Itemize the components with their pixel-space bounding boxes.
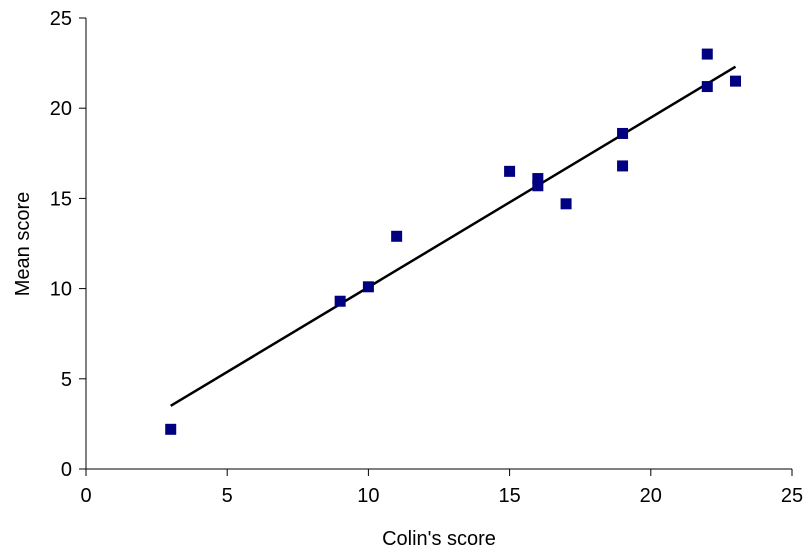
data-point	[560, 198, 572, 210]
data-point	[165, 423, 177, 435]
x-tick-label: 0	[80, 485, 91, 507]
data-point	[701, 81, 713, 93]
trendline	[170, 65, 737, 407]
y-axis-title: Mean score	[12, 192, 34, 297]
trendline-group	[170, 65, 737, 407]
x-axis-ticks: 0 5 10 15 20 25	[80, 469, 803, 507]
data-point	[730, 75, 742, 87]
x-axis-title: Colin's score	[382, 528, 496, 550]
x-tick-label: 10	[357, 485, 379, 507]
y-tick-label: 15	[50, 188, 72, 210]
y-tick-label: 20	[50, 98, 72, 120]
x-tick-label: 25	[781, 485, 803, 507]
data-point	[362, 281, 374, 293]
x-tick-label: 5	[222, 485, 233, 507]
x-tick-label: 15	[498, 485, 520, 507]
data-point	[391, 230, 403, 242]
y-tick-label: 25	[50, 8, 72, 30]
y-tick-label: 5	[61, 369, 72, 391]
y-axis-ticks: 0 5 10 15 20 25	[50, 8, 86, 481]
chart-axes	[85, 18, 792, 470]
y-tick-label: 10	[50, 279, 72, 301]
data-point	[617, 127, 629, 139]
data-point	[532, 180, 544, 192]
data-point	[617, 160, 629, 172]
data-point	[532, 173, 544, 185]
data-point	[701, 48, 713, 60]
y-tick-label: 0	[61, 459, 72, 481]
data-point	[504, 165, 516, 177]
x-tick-label: 20	[640, 485, 662, 507]
data-point	[334, 295, 346, 307]
data-points	[165, 48, 742, 435]
